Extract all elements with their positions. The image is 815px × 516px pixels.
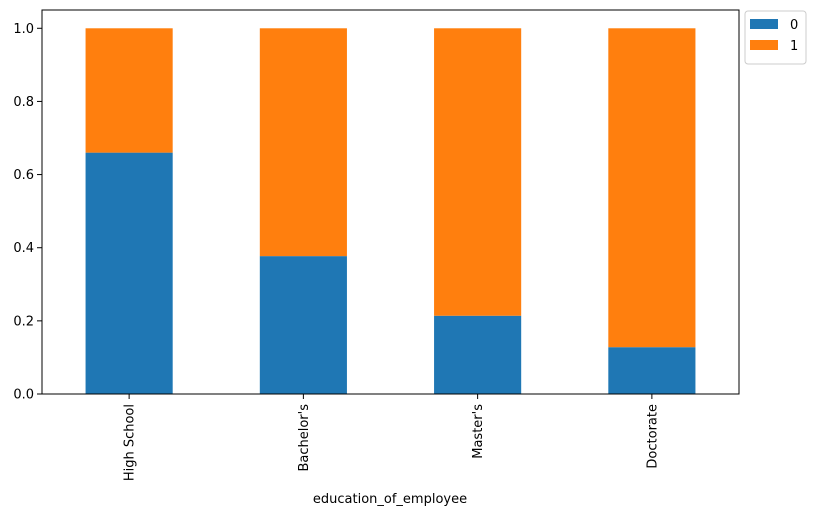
bar-bachelor-s-series-1 xyxy=(259,28,347,257)
x-tick-label: High School xyxy=(123,404,138,481)
y-tick-label: 0.2 xyxy=(13,314,34,329)
plot-frame xyxy=(41,9,740,395)
x-axis-label: education_of_employee xyxy=(313,492,467,507)
y-tick-label: 0.8 xyxy=(13,95,34,110)
bar-high-school-series-1 xyxy=(85,28,173,153)
legend-label-0: 0 xyxy=(790,18,798,33)
y-tick-label: 0.6 xyxy=(13,168,34,183)
y-axis: 0.0 0.2 0.4 0.6 0.8 1.0 xyxy=(13,22,42,403)
y-tick-label: 0.0 xyxy=(13,388,34,403)
legend-swatch-1 xyxy=(750,40,778,50)
bar-bachelor-s-series-0 xyxy=(259,256,347,394)
bar-high-school-series-0 xyxy=(85,152,173,394)
y-tick-label: 1.0 xyxy=(13,22,34,37)
x-tick-label: Master's xyxy=(471,404,486,459)
bar-master-s-series-1 xyxy=(434,28,522,316)
bar-master-s-series-0 xyxy=(434,315,522,394)
bar-doctorate-series-0 xyxy=(608,347,696,394)
legend: 01 xyxy=(744,10,807,65)
bar-doctorate-series-1 xyxy=(608,28,696,348)
x-tick-label: Doctorate xyxy=(645,404,660,469)
legend-label-1: 1 xyxy=(790,39,798,54)
legend-swatch-0 xyxy=(750,19,778,29)
y-tick-label: 0.4 xyxy=(13,241,34,256)
x-tick-label: Bachelor's xyxy=(297,404,312,472)
bars-layer xyxy=(85,28,696,394)
x-axis: High School Bachelor's Master's Doctorate xyxy=(123,394,660,481)
